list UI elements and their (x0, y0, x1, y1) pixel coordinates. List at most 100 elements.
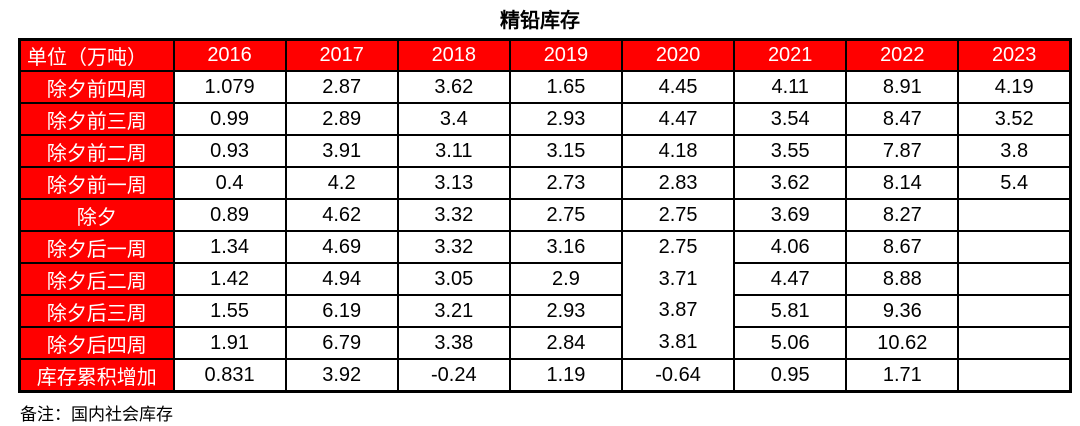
table-row: 库存累积增加 0.831 3.92 -0.24 1.19 -0.64 0.95 1.71 (18, 358, 1072, 393)
data-cell: 3.55 (733, 134, 848, 168)
data-cell: 3.38 (396, 326, 511, 360)
data-cell: 1.079 (172, 70, 287, 104)
row-label: 除夕前三周 (18, 102, 175, 136)
data-cell: 0.95 (733, 358, 848, 393)
table-row: 除夕前一周 0.4 4.2 3.13 2.73 2.83 3.62 8.14 5.4 (18, 166, 1072, 200)
row-label: 库存累积增加 (18, 358, 175, 393)
data-cell: 1.91 (172, 326, 287, 360)
data-cell: 3.62 (733, 166, 848, 200)
data-cell: 3.71 (658, 267, 698, 290)
data-cell: 1.71 (845, 358, 960, 393)
data-cell: 3.11 (396, 134, 511, 168)
data-cell: 1.19 (508, 358, 624, 393)
data-cell: 4.47 (733, 262, 848, 296)
column-header: 2017 (284, 38, 399, 72)
data-cell (957, 294, 1072, 328)
table-row: 除夕前四周 1.079 2.87 3.62 1.65 4.45 4.11 8.91 4.19 (18, 70, 1072, 104)
data-cell: 3.62 (396, 70, 511, 104)
table-row: 除夕后四周 1.91 6.79 3.38 2.84 5.06 10.62 (18, 326, 1072, 360)
data-cell: 2.89 (284, 102, 399, 136)
merged-cell-group: 2.75 3.71 3.87 3.81 (620, 230, 736, 360)
column-header: 2020 (620, 38, 736, 72)
data-cell: 3.4 (396, 102, 511, 136)
data-cell: 4.45 (620, 70, 736, 104)
data-cell: 3.92 (284, 358, 399, 393)
data-cell: 3.16 (508, 230, 624, 264)
data-cell: 4.94 (284, 262, 399, 296)
row-label: 除夕 (18, 198, 175, 232)
data-cell: 2.75 (508, 198, 624, 232)
data-cell: 0.89 (172, 198, 287, 232)
data-cell: 1.34 (172, 230, 287, 264)
data-cell (957, 230, 1072, 264)
table-row: 除夕后二周 1.42 4.94 3.05 2.9 4.47 8.88 (18, 262, 1072, 296)
unit-header-cell: 单位（万吨） (18, 38, 175, 72)
data-cell: 4.18 (620, 134, 736, 168)
data-cell: 5.06 (733, 326, 848, 360)
data-cell: 3.13 (396, 166, 511, 200)
table-body: 除夕前四周 1.079 2.87 3.62 1.65 4.45 4.11 8.91 4.19 除夕… (18, 70, 1072, 393)
data-cell: 6.19 (284, 294, 399, 328)
row-label: 除夕前一周 (18, 166, 175, 200)
data-cell: 5.4 (957, 166, 1072, 200)
data-cell: 4.11 (733, 70, 848, 104)
data-cell: 3.81 (658, 330, 698, 353)
table-row: 除夕后三周 1.55 6.19 3.21 2.93 5.81 9.36 (18, 294, 1072, 328)
data-cell: 2.83 (620, 166, 736, 200)
data-cell (957, 358, 1072, 393)
table-row: 除夕 0.89 4.62 3.32 2.75 2.75 3.69 8.27 (18, 198, 1072, 232)
data-cell: 3.87 (658, 299, 698, 322)
data-cell: 8.14 (845, 166, 960, 200)
table-title: 精铅库存 (500, 10, 580, 32)
data-cell: 0.831 (172, 358, 287, 393)
data-cell: 2.75 (620, 198, 736, 232)
data-cell: 4.06 (733, 230, 848, 264)
data-cell: 8.67 (845, 230, 960, 264)
data-cell: 4.19 (957, 70, 1072, 104)
column-header: 2021 (733, 38, 848, 72)
data-cell: 4.69 (284, 230, 399, 264)
data-cell: 8.47 (845, 102, 960, 136)
table-row: 除夕前三周 0.99 2.89 3.4 2.93 4.47 3.54 8.47 3.52 (18, 102, 1072, 136)
data-cell: 2.93 (508, 102, 624, 136)
data-cell: 10.62 (845, 326, 960, 360)
column-header: 2023 (957, 38, 1072, 72)
column-header: 2022 (845, 38, 960, 72)
table-row: 除夕前二周 0.93 3.91 3.11 3.15 4.18 3.55 7.87 3.8 (18, 134, 1072, 168)
row-label: 除夕后二周 (18, 262, 175, 296)
data-cell: 7.87 (845, 134, 960, 168)
data-cell: 0.4 (172, 166, 287, 200)
data-cell: 3.8 (957, 134, 1072, 168)
data-cell: 0.93 (172, 134, 287, 168)
data-cell: 1.65 (508, 70, 624, 104)
data-cell: 3.32 (396, 230, 511, 264)
data-cell: 1.55 (172, 294, 287, 328)
data-cell: 3.52 (957, 102, 1072, 136)
data-cell (957, 198, 1072, 232)
data-cell: 4.2 (284, 166, 399, 200)
data-cell: 0.99 (172, 102, 287, 136)
data-cell (957, 262, 1072, 296)
data-cell: 6.79 (284, 326, 399, 360)
column-header: 2019 (508, 38, 624, 72)
row-label: 除夕后一周 (18, 230, 175, 264)
data-cell: 2.84 (508, 326, 624, 360)
data-cell: 8.88 (845, 262, 960, 296)
data-cell: 3.54 (733, 102, 848, 136)
data-cell: 8.27 (845, 198, 960, 232)
table-row: 除夕后一周 1.34 4.69 3.32 3.16 2.75 3.71 3.87 3.81 4.0… (18, 230, 1072, 360)
data-cell: 3.05 (396, 262, 511, 296)
row-label: 除夕前四周 (18, 70, 175, 104)
data-cell: 2.75 (658, 236, 698, 259)
data-cell: 2.73 (508, 166, 624, 200)
data-cell: -0.64 (620, 358, 736, 393)
header-row: 单位（万吨） 2016 2017 2018 2019 2020 2021 2022 2023 (18, 38, 1072, 72)
column-header: 2018 (396, 38, 511, 72)
data-cell: 2.87 (284, 70, 399, 104)
data-cell: 3.69 (733, 198, 848, 232)
data-cell: 2.9 (508, 262, 624, 296)
data-cell: 4.62 (284, 198, 399, 232)
data-cell (957, 326, 1072, 360)
data-cell: 2.93 (508, 294, 624, 328)
